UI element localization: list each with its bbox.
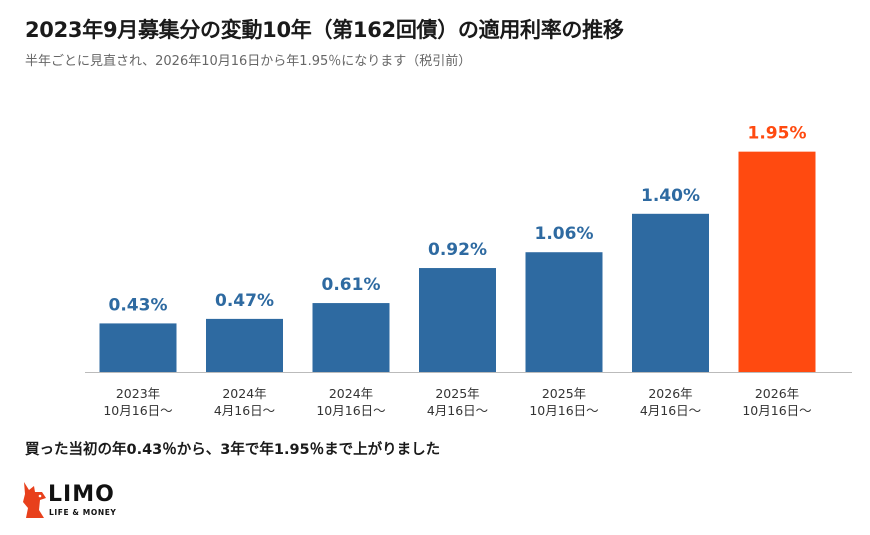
x-tick-label: 4月16日～ [640, 403, 701, 418]
x-tick-label: 10月16日～ [742, 403, 811, 418]
data-label: 0.92% [428, 240, 487, 260]
data-label: 0.61% [322, 275, 381, 295]
x-tick-label: 10月16日～ [103, 403, 172, 418]
bar [419, 268, 496, 372]
x-tick-label: 10月16日～ [316, 403, 385, 418]
x-tick-label: 2025年 [435, 386, 479, 401]
data-label: 0.43% [109, 295, 168, 315]
chart-subtitle: 半年ごとに見直され、2026年10月16日から年1.95％になります（税引前） [25, 54, 472, 69]
x-tick-label: 2024年 [222, 386, 266, 401]
bar [632, 213, 709, 372]
x-tick-label: 2026年 [755, 386, 799, 401]
bar [99, 323, 177, 372]
bar [738, 151, 816, 372]
x-tick-label: 4月16日～ [214, 403, 275, 418]
x-tick-label: 2024年 [329, 386, 373, 401]
x-tick-label: 2025年 [542, 386, 586, 401]
x-tick-label: 2023年 [116, 386, 160, 401]
data-label: 1.06% [535, 224, 594, 244]
summary-note: 買った当初の年0.43％から、3年で年1.95％まで上がりました [25, 442, 441, 458]
bar-chart: 0.43% 2023年 10月16日～ 0.47% 2024年 4月16日～ 0.61% 20… [85, 124, 852, 418]
data-label: 1.40% [641, 186, 700, 206]
chart-title: 2023年9月募集分の変動10年（第162回債）の適用利率の推移 [25, 18, 624, 42]
bar [525, 252, 603, 372]
data-label: 1.95% [748, 124, 807, 144]
data-label: 0.47% [215, 291, 274, 311]
logo-tagline: LIFE & MONEY [49, 508, 117, 517]
logo-name: LIMO [48, 482, 115, 507]
bar [312, 303, 390, 372]
x-tick-label: 10月16日～ [529, 403, 598, 418]
x-tick-label: 2026年 [648, 386, 692, 401]
bar [206, 318, 283, 372]
fox-icon [23, 482, 46, 518]
x-tick-label: 4月16日～ [427, 403, 488, 418]
limo-logo: LIMO LIFE & MONEY [20, 478, 130, 523]
